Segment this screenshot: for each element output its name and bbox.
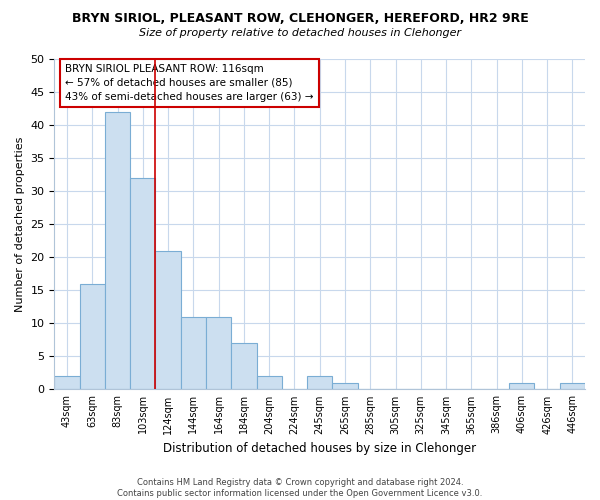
Bar	[206, 316, 231, 390]
Bar	[257, 376, 282, 390]
Bar	[55, 376, 80, 390]
Bar	[130, 178, 155, 390]
Bar	[332, 383, 358, 390]
Bar	[307, 376, 332, 390]
Bar	[231, 343, 257, 390]
X-axis label: Distribution of detached houses by size in Clehonger: Distribution of detached houses by size …	[163, 442, 476, 455]
Bar	[181, 316, 206, 390]
Y-axis label: Number of detached properties: Number of detached properties	[15, 136, 25, 312]
Bar	[105, 112, 130, 390]
Text: Size of property relative to detached houses in Clehonger: Size of property relative to detached ho…	[139, 28, 461, 38]
Text: BRYN SIRIOL PLEASANT ROW: 116sqm
← 57% of detached houses are smaller (85)
43% o: BRYN SIRIOL PLEASANT ROW: 116sqm ← 57% o…	[65, 64, 314, 102]
Text: BRYN SIRIOL, PLEASANT ROW, CLEHONGER, HEREFORD, HR2 9RE: BRYN SIRIOL, PLEASANT ROW, CLEHONGER, HE…	[71, 12, 529, 26]
Bar	[155, 250, 181, 390]
Bar	[560, 383, 585, 390]
Bar	[80, 284, 105, 390]
Text: Contains HM Land Registry data © Crown copyright and database right 2024.
Contai: Contains HM Land Registry data © Crown c…	[118, 478, 482, 498]
Bar	[509, 383, 535, 390]
